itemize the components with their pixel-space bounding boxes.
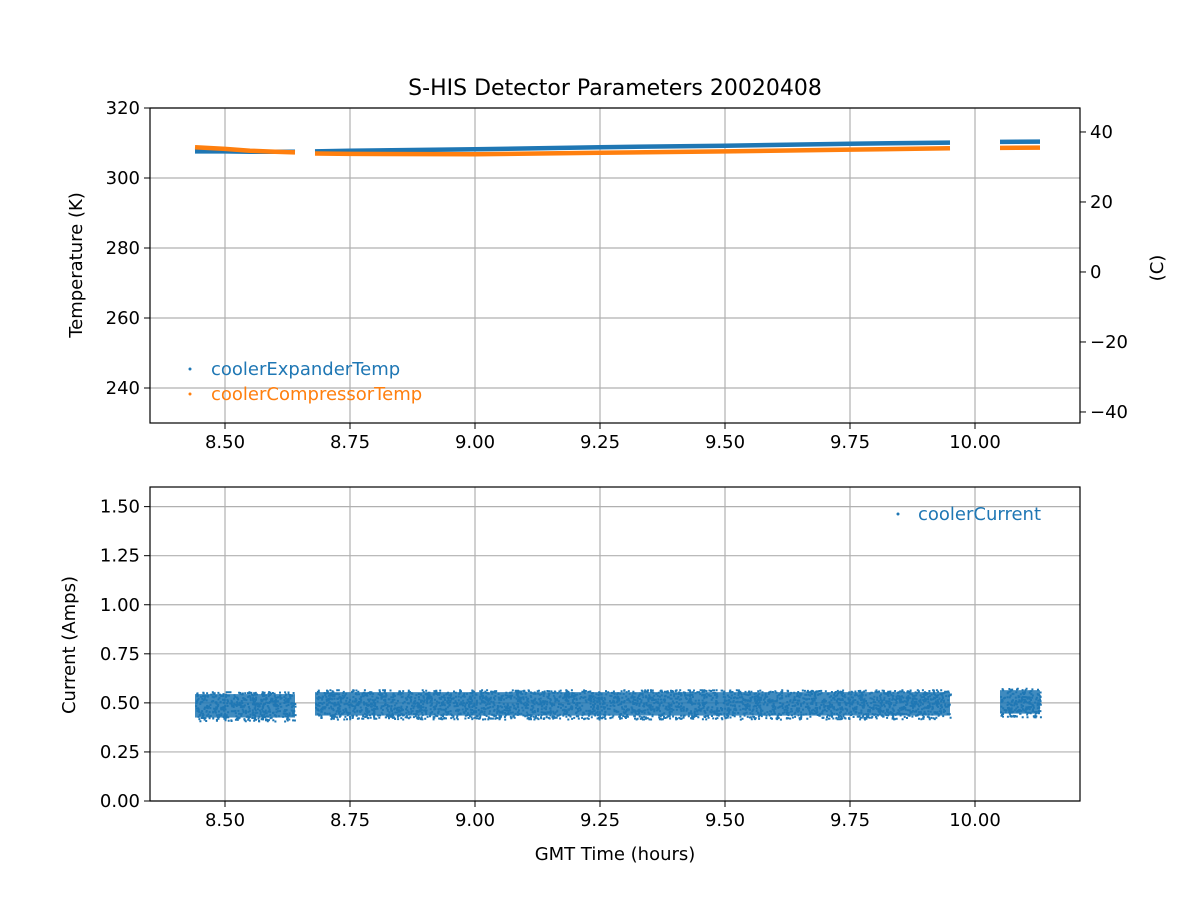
current-points	[195, 691, 297, 723]
current-plot: 8.50 8.75 9.00 9.25 9.50 9.75 10.00 0.000.250.…	[59, 486, 1081, 865]
x-tick-label: 8.75	[330, 432, 370, 453]
y-tick-label: 260	[106, 308, 140, 329]
x-tick-label: 9.75	[830, 432, 870, 453]
y-tick-label: 280	[106, 238, 140, 259]
current-y-label: Current (Amps)	[59, 576, 80, 714]
series-segment-coolerCompressorTemp	[194, 144, 296, 155]
x-tick-label: 9.50	[705, 810, 745, 831]
x-tick-label: 8.50	[205, 810, 245, 831]
y2-tick-label: 40	[1090, 122, 1113, 143]
legend-label-current: coolerCurrent	[918, 504, 1041, 525]
temperature-x-ticks: 8.50 8.75 9.00 9.25 9.50 9.75 10.00	[205, 423, 1001, 453]
current-y-ticks: 0.00 0.25 0.50 0.75 1.00 1.25 1.50	[100, 497, 150, 812]
celsius-y-ticks: 40 20 0 −20 −40	[1080, 122, 1128, 423]
y-tick-label: 240	[106, 378, 140, 399]
y2-tick-label: 20	[1090, 192, 1113, 213]
y2-tick-label: −20	[1090, 332, 1128, 353]
x-tick-label: 9.50	[705, 432, 745, 453]
x-tick-label: 10.00	[949, 810, 1001, 831]
chart-title: S-HIS Detector Parameters 20020408	[408, 76, 822, 101]
x-tick-label: 9.00	[455, 810, 495, 831]
x-tick-label: 10.00	[949, 432, 1001, 453]
y-tick-label: 0.25	[100, 742, 140, 763]
y-tick-label: 0.75	[100, 644, 140, 665]
y-tick-label: 1.00	[100, 595, 140, 616]
current-axes-frame	[149, 486, 1081, 802]
x-tick-label: 9.00	[455, 432, 495, 453]
x-tick-label: 8.75	[330, 810, 370, 831]
y-tick-label: 0.50	[100, 693, 140, 714]
celsius-y-label: (C)	[1147, 255, 1168, 282]
y2-tick-label: 0	[1090, 262, 1101, 283]
temperature-y-label: Temperature (K)	[66, 192, 87, 339]
legend-marker-current	[896, 512, 900, 516]
x-tick-label: 9.25	[580, 432, 620, 453]
temperature-data	[194, 139, 1041, 157]
current-points	[315, 689, 952, 721]
series-segment-coolerCompressorTemp	[314, 146, 951, 157]
y-tick-label: 1.25	[100, 546, 140, 567]
current-data	[195, 687, 1042, 723]
series-segment-coolerExpanderTemp	[314, 140, 951, 154]
current-points	[1000, 687, 1042, 719]
x-axis-label: GMT Time (hours)	[535, 844, 696, 865]
current-legend: coolerCurrent	[896, 504, 1041, 525]
temperature-legend: coolerExpanderTemp coolerCompressorTemp	[188, 359, 422, 405]
legend-label-expander: coolerExpanderTemp	[211, 359, 400, 380]
temperature-axes-frame	[149, 107, 1081, 424]
y-tick-label: 300	[106, 168, 140, 189]
x-tick-label: 8.50	[205, 432, 245, 453]
current-x-ticks: 8.50 8.75 9.00 9.25 9.50 9.75 10.00	[205, 801, 1001, 831]
x-tick-label: 9.75	[830, 810, 870, 831]
current-grid	[150, 487, 1080, 802]
y2-tick-label: −40	[1090, 402, 1128, 423]
y-tick-label: 1.50	[100, 497, 140, 518]
legend-label-compressor: coolerCompressorTemp	[211, 384, 422, 405]
legend-marker-expander	[188, 367, 192, 371]
temperature-plot: 8.50 8.75 9.00 9.25 9.50 9.75 10.00 240 260 280 3…	[66, 98, 1168, 453]
y-tick-label: 320	[106, 98, 140, 119]
legend-marker-compressor	[188, 392, 192, 396]
x-tick-label: 9.25	[580, 810, 620, 831]
temperature-y-ticks: 240 260 280 300 320	[106, 98, 150, 399]
y-tick-label: 0.00	[100, 791, 140, 812]
